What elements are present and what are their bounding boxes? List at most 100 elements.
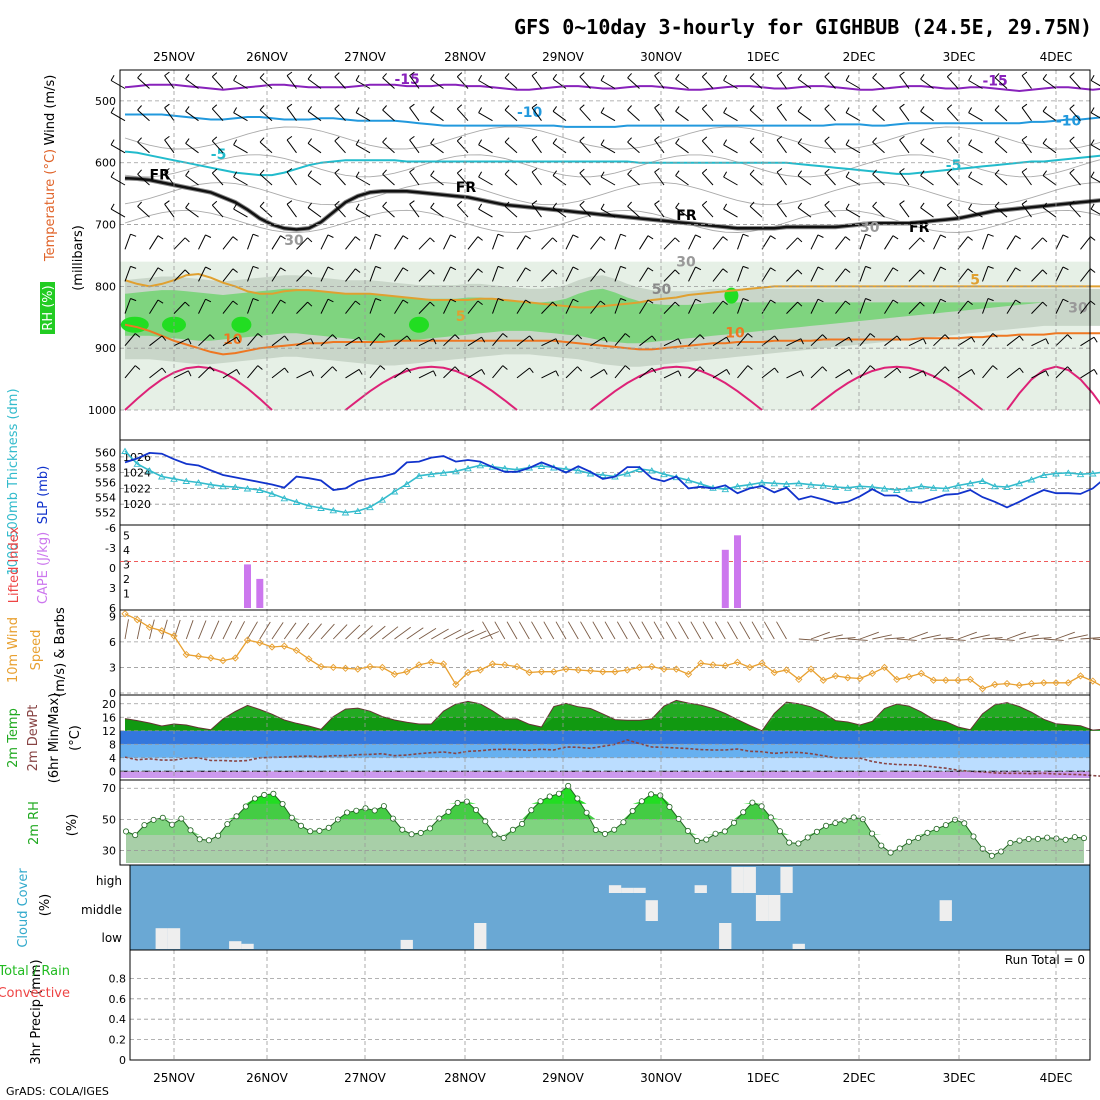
wind-barb [737,298,744,314]
wind-barb-flag [307,106,313,112]
wind-barb [478,176,493,186]
surface-wind-barb [308,623,322,640]
wind-barb-flag [600,236,606,241]
wind-speed-point [856,674,864,683]
wind-barb [797,175,812,186]
rh2-point [1081,835,1088,842]
rh2-point [1025,836,1032,843]
wind-barb [824,140,836,154]
wind-barb-flag [110,107,115,113]
wind-barb-flag [797,106,803,112]
wind-barb-flag [620,265,627,269]
rh2-point [279,801,286,808]
wind-barb-flag [157,299,164,304]
wind-barb [345,300,356,314]
wind-barb-flag [552,237,558,243]
wind-barb [247,333,259,347]
cloud-label: Cloud Cover [16,868,31,948]
top-date-label: 26NOV [246,50,288,64]
wind-speed-point [464,668,472,677]
wind-barb [1021,203,1032,218]
wind-barb [1021,171,1032,186]
wind-barb-flag [552,202,558,208]
wind-speed-point [758,659,766,667]
wind-barb [1021,139,1032,154]
wind-barb [456,172,469,186]
wind-barb [600,80,616,89]
thickness-point [746,481,754,488]
wind-barb [835,336,850,347]
wind-barb-flag [749,105,755,111]
wind-barb [110,176,126,186]
dewpoint-band [120,744,1090,758]
rh2-point [417,829,424,836]
wind-barb-flag [456,72,463,78]
surface-wind-barb [494,621,506,640]
wind-barb-flag [252,265,259,269]
wind-barb-flag [232,268,238,273]
wind-barb [1080,268,1091,282]
isotherm-15 [344,365,518,411]
cloud-box-low [474,923,487,949]
wind-barb-flag [577,366,583,372]
wind-barb [590,268,601,282]
cloud-box-high [694,885,707,893]
wind-barb-flag [259,201,265,207]
wind-barb-flag [920,202,925,208]
wind-barb [307,78,322,89]
thickness-label: 1000-500mb Thickness (dm) [6,388,21,575]
wind-barb [920,142,934,154]
wind-barb-flag [1042,269,1048,275]
wind-barb-flag [600,300,606,305]
wind-barb [723,144,738,154]
wind-barb [259,77,273,89]
cape-label: CAPE (J/kg) [36,532,51,604]
wind-barb-flag [327,234,334,238]
wind-barb-flag [307,237,313,243]
wind-barb-flag [848,336,853,343]
wind-speed-point [452,680,460,689]
wind-barb [824,204,836,218]
wind-barb-flag [572,298,579,303]
wind-barb-flag [382,73,387,79]
wind-barb-flag [845,300,851,305]
rh-contour [124,126,1100,150]
contour-label: 30 [284,233,304,249]
wind-barb [1080,300,1091,314]
wind-barb [467,336,482,347]
wind-barb [761,367,775,379]
wind-barb-flag [552,170,558,176]
wind-barb [185,207,199,218]
wind-barb [233,176,248,186]
wind-barb-flag [382,201,387,207]
wind-barb [198,234,206,250]
wind-speed-point [733,658,742,666]
wind-barb-flag [187,370,192,377]
wind-barb [467,236,479,250]
rh2-point [592,827,599,834]
contour-label: -15 [395,72,420,88]
wind-barb-flag [776,135,783,141]
wind-barb [320,234,329,250]
wind-barb [872,141,885,154]
surface-wind-barb [210,620,220,640]
wind-barb [654,107,665,121]
wind-barb-flag [1067,334,1073,340]
rh2-point [666,803,673,810]
wind-barb [654,75,665,89]
surface-wind-barb [222,620,233,640]
wind-barb [467,268,479,282]
thickness-point [501,464,509,472]
rh2-point [509,826,516,833]
wind-speed-point [623,666,631,674]
wind-barb [627,173,640,186]
rh2-point [132,832,139,839]
wind-barb-flag [432,338,437,345]
wind-barb-flag [579,168,585,174]
surface-wind-barb [234,621,245,640]
wind-barb [173,301,186,314]
surface-wind-barb [149,619,155,640]
wind-barb-flag [257,333,263,338]
thickness-point [770,479,779,487]
wind-barb-flag [529,367,534,374]
